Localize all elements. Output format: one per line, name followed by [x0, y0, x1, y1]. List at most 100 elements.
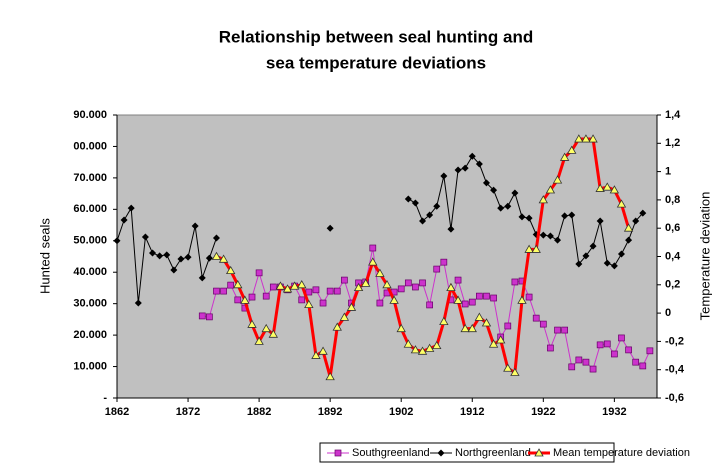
- data-point: [255, 269, 263, 277]
- data-point: [582, 358, 590, 366]
- data-point: [611, 350, 618, 358]
- data-point: [439, 316, 449, 325]
- data-point: [581, 134, 591, 143]
- data-point: [389, 295, 399, 304]
- y-tick-label: -: [103, 392, 107, 404]
- data-point: [639, 209, 647, 217]
- data-point: [488, 339, 499, 348]
- data-point: [225, 265, 236, 275]
- y2-tick-label: 0,6: [665, 222, 680, 234]
- data-point: [134, 299, 142, 307]
- y-tick-label: 30.000: [73, 298, 107, 310]
- data-point: [319, 299, 327, 307]
- data-point: [368, 257, 378, 266]
- data-point: [602, 182, 612, 191]
- data-point: [632, 358, 640, 366]
- data-point: [417, 346, 428, 355]
- x-tick-label: 1882: [247, 406, 271, 418]
- data-point: [510, 367, 520, 376]
- data-point: [561, 212, 569, 220]
- legend-text: Mean temperature deviation: [553, 447, 690, 459]
- data-point: [218, 254, 229, 263]
- data-point: [426, 301, 433, 309]
- data-point: [475, 160, 483, 168]
- data-point: [275, 281, 286, 290]
- data-point: [326, 287, 334, 295]
- data-point: [311, 350, 321, 359]
- data-point: [575, 260, 583, 268]
- data-point: [454, 276, 462, 284]
- data-point: [561, 326, 568, 334]
- data-point: [426, 211, 434, 219]
- data-point: [213, 287, 220, 295]
- data-point: [177, 255, 185, 263]
- data-point: [474, 312, 485, 321]
- data-point: [212, 234, 220, 242]
- data-point: [234, 296, 242, 304]
- data-point: [191, 222, 199, 230]
- data-point: [596, 217, 604, 225]
- data-point: [511, 189, 519, 197]
- data-point: [404, 195, 412, 203]
- legend-marker: [534, 448, 544, 457]
- data-point: [609, 185, 620, 194]
- data-point: [632, 217, 640, 225]
- data-point: [120, 216, 128, 224]
- data-point: [504, 322, 512, 330]
- data-point: [623, 223, 634, 232]
- data-point: [552, 175, 563, 184]
- y-tick-label: 10.000: [73, 360, 107, 372]
- data-point: [482, 179, 490, 187]
- chart-title: sea temperature deviations: [266, 53, 486, 72]
- data-point: [318, 346, 328, 355]
- data-point: [490, 294, 497, 302]
- data-point: [396, 323, 406, 333]
- y-tick-label: 00.000: [73, 140, 107, 152]
- data-point: [282, 284, 293, 293]
- data-point: [567, 145, 577, 154]
- data-point: [269, 283, 277, 291]
- data-point: [589, 365, 597, 373]
- data-point: [483, 292, 490, 300]
- data-point: [646, 347, 654, 355]
- data-point: [490, 186, 498, 194]
- y2-tick-label: 1: [665, 166, 671, 178]
- data-point: [495, 335, 506, 344]
- data-point: [538, 195, 549, 204]
- data-point: [574, 134, 584, 143]
- data-point: [625, 346, 632, 354]
- data-point: [617, 250, 625, 258]
- data-point: [461, 300, 469, 308]
- data-point: [312, 286, 320, 294]
- data-point: [518, 213, 526, 221]
- legend-box: [319, 442, 615, 463]
- data-point: [220, 287, 227, 295]
- data-point: [618, 334, 625, 342]
- data-point: [547, 344, 554, 352]
- data-point: [326, 224, 334, 232]
- data-point: [268, 329, 279, 338]
- data-point: [467, 323, 477, 333]
- data-point: [447, 225, 455, 233]
- data-point: [141, 233, 149, 241]
- data-point: [596, 341, 604, 349]
- data-point: [240, 295, 250, 304]
- data-point: [375, 268, 385, 277]
- data-point: [163, 251, 171, 259]
- data-point: [297, 279, 307, 289]
- data-point: [575, 356, 583, 364]
- y-tick-label: 40.000: [73, 266, 107, 278]
- data-point: [205, 254, 213, 262]
- data-point: [184, 253, 192, 261]
- data-point: [156, 252, 164, 260]
- plot-area: [116, 114, 658, 399]
- data-point: [440, 258, 448, 266]
- data-point: [397, 285, 405, 293]
- data-point: [127, 204, 135, 212]
- y-tick-label: 70.000: [73, 172, 107, 184]
- data-point: [568, 211, 576, 219]
- y-tick-label: 90.000: [73, 109, 107, 121]
- data-point: [254, 336, 264, 345]
- data-point: [595, 183, 605, 192]
